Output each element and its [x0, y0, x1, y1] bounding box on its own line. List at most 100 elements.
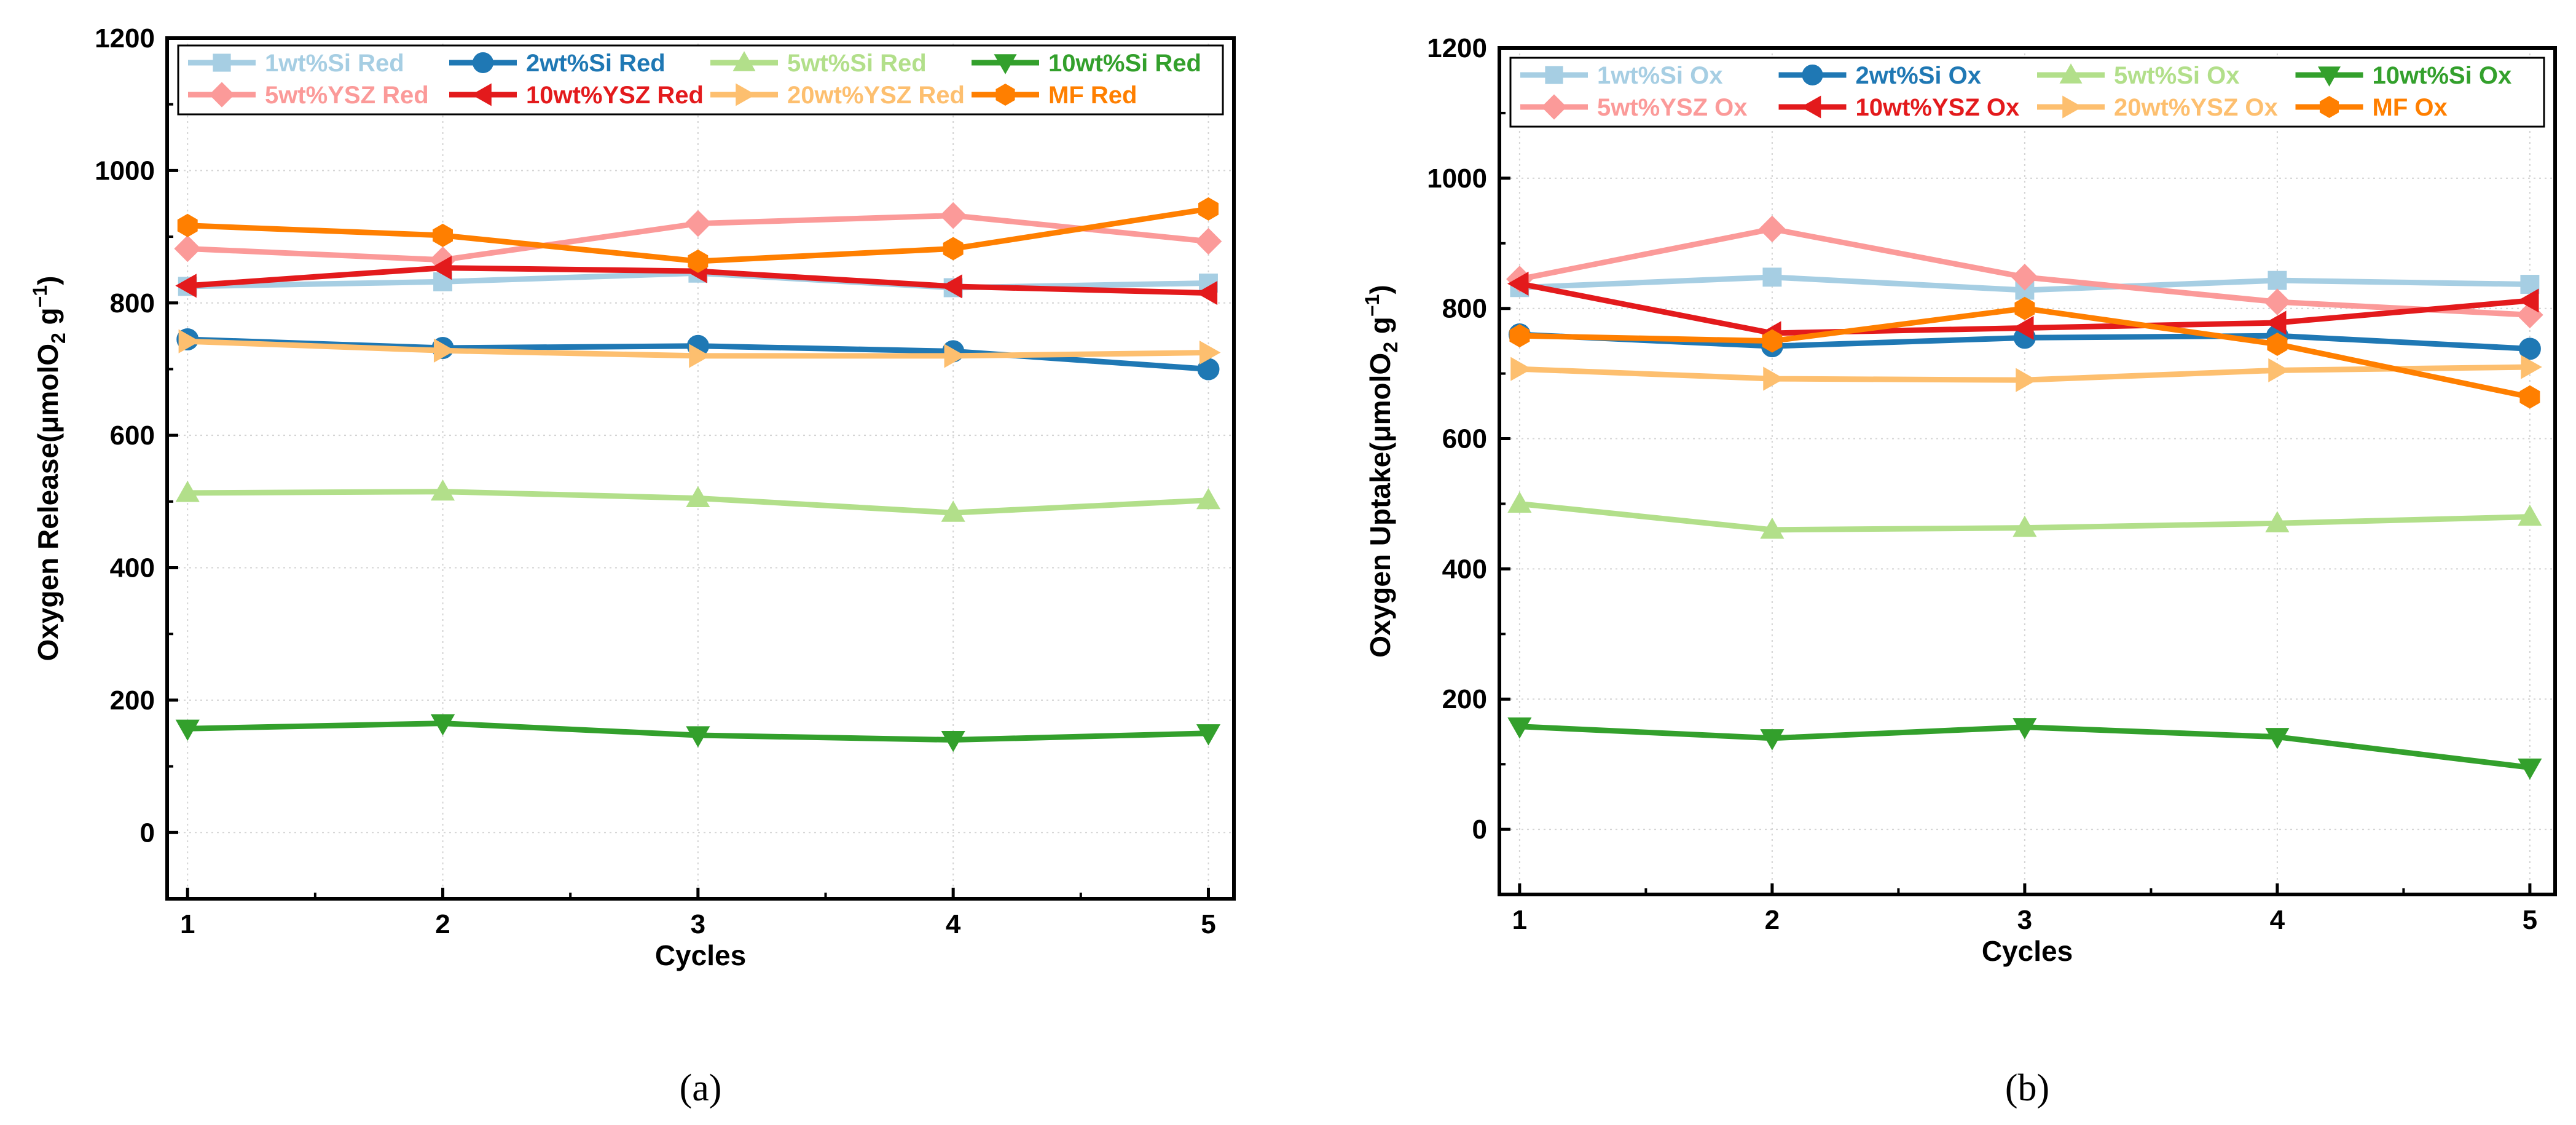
data-point	[175, 480, 200, 502]
x-tick-label: 3	[2017, 905, 2032, 935]
legend-marker	[1545, 66, 1563, 84]
legend-marker	[2317, 66, 2341, 87]
legend-marker	[2059, 63, 2083, 84]
y-axis-title-part: g	[1364, 317, 1396, 342]
legend-item: 20wt%YSZ Ox	[2037, 94, 2278, 121]
data-point	[686, 726, 710, 748]
data-point	[2265, 728, 2290, 749]
panel-caption: (b)	[2005, 1067, 2049, 1109]
y-tick-label: 1000	[95, 156, 155, 186]
data-point	[940, 202, 967, 229]
data-point	[1760, 729, 1785, 751]
legend-item: 2wt%Si Ox	[1778, 62, 1982, 89]
series-10wt-si-red	[175, 714, 1221, 752]
data-point	[2268, 358, 2290, 382]
x-tick-label: 1	[180, 909, 195, 939]
legend-marker	[994, 54, 1017, 74]
data-point	[430, 714, 455, 736]
data-point	[1507, 491, 1532, 513]
series-mf-ox	[1509, 296, 2540, 409]
legend: 1wt%Si Red 2wt%Si Red 5wt%Si Red 10wt%Si Re…	[177, 44, 1224, 116]
plot-area	[167, 38, 1234, 899]
data-point	[2012, 718, 2037, 740]
y-axis-title-part: Oxygen Uptake(μmolO	[1364, 353, 1396, 658]
legend-label: 20wt%YSZ Ox	[2114, 94, 2278, 121]
y-tick-label: 1200	[1427, 33, 1487, 63]
x-tick-label: 5	[2523, 905, 2537, 935]
legend-marker	[995, 84, 1015, 106]
legend-label: MF Red	[1048, 82, 1137, 109]
legend-item: MF Red	[972, 82, 1137, 109]
legend-label: 2wt%Si Ox	[1856, 62, 1982, 89]
y-axis-title-part: )	[32, 276, 64, 285]
y-tick-label: 200	[110, 685, 155, 716]
data-point	[1198, 197, 1219, 221]
legend-item: 1wt%Si Red	[188, 50, 404, 77]
y-axis-title-part: )	[1364, 285, 1396, 294]
series-10wt-si-ox	[1507, 717, 2542, 780]
legend-marker	[736, 83, 756, 106]
data-point	[685, 210, 712, 237]
y-axis-title-part: g	[32, 307, 64, 333]
legend-label: 10wt%YSZ Red	[526, 82, 704, 109]
legend-marker	[213, 53, 231, 72]
data-point	[2518, 758, 2542, 780]
legend-item: 5wt%Si Red	[710, 50, 927, 77]
legend-label: 5wt%YSZ Ox	[1597, 94, 1748, 121]
legend-item: MF Ox	[2295, 94, 2448, 121]
y-tick-label: 400	[110, 553, 155, 583]
data-point	[1762, 267, 1782, 287]
data-point	[177, 213, 198, 237]
legend-marker	[1800, 95, 1821, 119]
legend-item: 10wt%YSZ Red	[449, 82, 704, 109]
series-mf-red	[177, 197, 1219, 273]
data-point	[1196, 724, 1221, 746]
y-tick-label: 200	[1442, 684, 1487, 714]
y-tick-label: 600	[1442, 424, 1487, 454]
data-point	[2014, 296, 2035, 320]
data-point	[941, 730, 965, 752]
legend-item: 10wt%YSZ Ox	[1778, 94, 2020, 121]
y-axis-title-part: Oxygen Release(μmolO	[32, 344, 64, 661]
legend-label: 10wt%YSZ Ox	[1856, 94, 2020, 121]
y-tick-label: 0	[140, 818, 155, 848]
x-tick-label: 4	[946, 909, 961, 939]
data-point	[175, 274, 197, 298]
y-axis-title-part: −1	[29, 285, 51, 307]
data-point	[941, 500, 965, 522]
data-point	[1507, 271, 1529, 296]
panel-caption: (a)	[680, 1067, 722, 1109]
data-point	[2518, 288, 2539, 313]
legend-marker	[1541, 94, 1567, 120]
y-tick-label: 1200	[95, 23, 155, 53]
data-point	[2518, 338, 2541, 360]
legend-label: 5wt%Si Red	[787, 50, 927, 77]
data-point	[178, 329, 200, 353]
data-point	[433, 338, 455, 363]
legend-marker	[732, 51, 756, 71]
legend-label: MF Ox	[2373, 94, 2448, 121]
legend-item: 10wt%Si Ox	[2295, 62, 2511, 89]
legend-item: 5wt%Si Ox	[2037, 62, 2240, 89]
data-point	[174, 235, 202, 262]
series-5wt-si-ox	[1507, 491, 2542, 539]
data-point	[2012, 515, 2037, 537]
legend-item: 5wt%YSZ Red	[188, 82, 429, 109]
legend-box	[177, 44, 1224, 116]
y-axis-title-part: −1	[1361, 294, 1383, 317]
data-point	[689, 344, 710, 368]
data-point	[1510, 357, 1532, 381]
data-point	[430, 256, 452, 280]
series-20wt-ysz-ox	[1510, 355, 2542, 392]
data-point	[688, 249, 709, 273]
data-point	[2265, 511, 2290, 532]
series-5wt-si-red	[175, 479, 1221, 522]
data-point	[2265, 310, 2287, 335]
legend-label: 1wt%Si Ox	[1597, 62, 1723, 89]
legend-label: 1wt%Si Red	[265, 50, 404, 77]
x-tick-label: 3	[691, 909, 705, 939]
data-point	[1509, 324, 1530, 348]
y-tick-label: 0	[1472, 815, 1487, 845]
y-tick-label: 400	[1442, 554, 1487, 584]
